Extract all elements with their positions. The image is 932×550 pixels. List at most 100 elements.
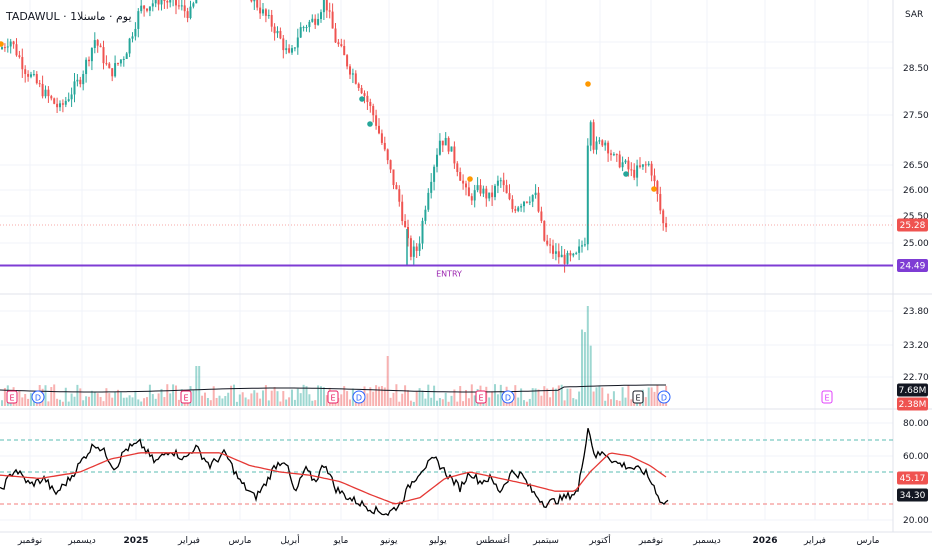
candle-body	[180, 5, 183, 7]
candle-body	[525, 201, 528, 203]
candle-body	[418, 243, 421, 251]
volume-bar	[549, 397, 552, 406]
candle-body	[114, 63, 117, 77]
candle-body	[67, 99, 70, 101]
time-tick-label: يونيو	[379, 536, 398, 546]
volume-bar	[557, 385, 560, 406]
volume-bar	[395, 384, 398, 406]
candle-body	[102, 47, 105, 64]
volume-bar	[494, 384, 496, 406]
volume-bar	[621, 387, 624, 406]
entry-label: ENTRY	[436, 270, 462, 279]
candle-body	[589, 122, 592, 146]
candle-body	[401, 201, 404, 222]
volume-bar	[462, 401, 465, 406]
candle-body	[583, 244, 586, 246]
candle-body	[108, 63, 111, 69]
signal-marker	[651, 186, 657, 192]
candle-body	[328, 10, 331, 12]
candle-body	[3, 47, 6, 49]
volume-bar	[427, 384, 430, 406]
candle-body	[575, 252, 578, 254]
volume-bar	[409, 400, 412, 406]
volume-ma-tag: 7.68M	[899, 386, 927, 396]
rsi-tag: 34.30	[900, 491, 926, 501]
volume-bar	[128, 395, 131, 406]
volume-tick-label: 23.80	[903, 307, 929, 317]
volume-bar	[517, 397, 520, 406]
candle-body	[305, 27, 308, 29]
candle-body	[467, 187, 470, 197]
candle-body	[195, 0, 198, 4]
volume-bar	[230, 385, 233, 406]
volume-bar	[604, 400, 607, 406]
candle-body	[79, 79, 82, 85]
candle-body	[615, 154, 618, 156]
candle-body	[612, 154, 615, 156]
candle-body	[505, 185, 508, 194]
price-tick-label: 28.50	[903, 64, 929, 74]
price-tick-label: 25.00	[903, 239, 929, 249]
candle-body	[99, 45, 102, 48]
candle-body	[453, 146, 456, 164]
volume-bar	[221, 398, 224, 406]
candle-body	[93, 40, 96, 49]
candle-body	[169, 0, 172, 3]
rsi-ma-tag: 45.17	[900, 474, 926, 484]
volume-bar	[140, 401, 143, 406]
candle-body	[581, 245, 583, 247]
candle-body	[476, 185, 479, 191]
volume-bar	[534, 388, 537, 406]
time-tick-label: فبراير	[803, 536, 826, 546]
candle-body	[398, 189, 401, 202]
candle-body	[383, 142, 386, 150]
volume-bar	[450, 395, 453, 406]
candle-body	[554, 251, 557, 254]
candle-body	[485, 188, 488, 199]
volume-bar	[82, 400, 85, 406]
candle-body	[259, 7, 262, 14]
candle-body	[128, 38, 131, 54]
candle-body	[389, 160, 392, 170]
volume-bar	[27, 398, 30, 406]
earnings-marker-label: E	[330, 394, 335, 403]
candle-body	[578, 246, 581, 253]
candle-body	[50, 96, 53, 99]
volume-bar	[508, 401, 511, 406]
candle-body	[317, 19, 320, 25]
earnings-marker	[475, 390, 487, 404]
volume-bar	[412, 401, 415, 406]
time-tick-label: مارس	[857, 536, 880, 546]
time-tick-label: ديسمبر	[67, 536, 95, 546]
volume-bar	[50, 387, 53, 406]
candle-body	[299, 27, 302, 38]
candle-body	[496, 180, 499, 186]
volume-bar	[146, 397, 148, 406]
volume-bar	[349, 399, 351, 406]
rsi-tick-label: 60.00	[903, 452, 929, 462]
candle-body	[456, 163, 459, 173]
volume-bar	[438, 398, 441, 406]
volume-bar	[572, 398, 575, 406]
volume-bar	[99, 396, 102, 406]
volume-bar	[227, 392, 230, 406]
volume-bar	[282, 391, 285, 406]
candle-body	[531, 195, 534, 202]
candle-body	[35, 74, 38, 84]
volume-bar	[496, 394, 499, 406]
candle-body	[282, 38, 285, 51]
signal-marker	[467, 176, 473, 182]
volume-bar	[511, 401, 514, 406]
volume-bar	[389, 397, 392, 406]
volume-bar	[430, 397, 433, 406]
candle-body	[59, 103, 61, 108]
candle-body	[459, 172, 462, 181]
candle-body	[76, 79, 79, 82]
volume-bar	[21, 397, 24, 406]
volume-bar	[102, 401, 105, 406]
candle-body	[349, 66, 351, 75]
candle-body	[462, 180, 465, 184]
volume-tick-label: 22.70	[903, 373, 929, 383]
volume-bar	[288, 397, 291, 406]
